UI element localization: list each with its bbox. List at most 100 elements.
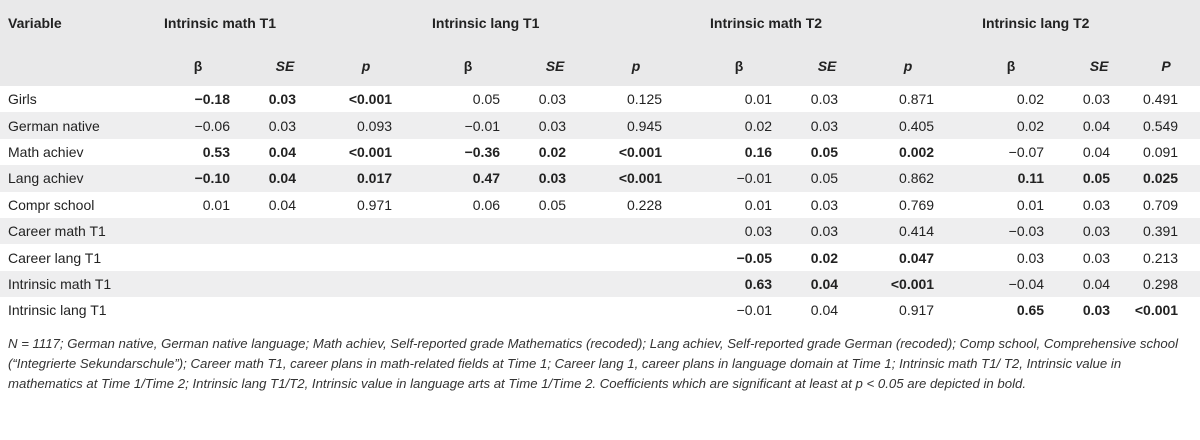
table-cell: 0.05: [810, 143, 839, 160]
table-cell: [414, 270, 523, 298]
subheader-empty: [0, 46, 144, 86]
table-cell: [318, 217, 415, 245]
table-row: Career math T1 0.03 0.03 0.414 −0.03 0.03 0.39…: [0, 217, 1200, 245]
table-cell: 0.04: [810, 302, 839, 319]
table-cell: 0.05: [1066, 165, 1133, 192]
row-label: Compr school: [8, 196, 95, 213]
table-cell: −0.05: [736, 249, 773, 266]
table-cell: [522, 217, 589, 245]
subheader-row: β SE p β SE p β SE p β SE P: [0, 46, 1200, 86]
table-cell: 0.03: [1082, 91, 1111, 108]
table-cell: 0.091: [1143, 143, 1179, 160]
table-cell: −0.07: [1008, 143, 1045, 160]
subheader-p: P: [1132, 46, 1200, 86]
table-cell: 0.01: [744, 196, 773, 213]
table-cell: [318, 244, 414, 270]
table-cell: 0.03: [810, 196, 839, 213]
table-cell: 0.05: [794, 165, 861, 192]
group-header-intrinsic-lang-t2: Intrinsic lang T2: [956, 0, 1200, 46]
table-cell: 0.03: [794, 112, 861, 139]
table-cell: −0.18: [194, 91, 230, 108]
table-cell: −0.36: [464, 143, 501, 160]
table-cell: 0.03: [522, 165, 589, 192]
subheader-p: p: [588, 46, 685, 86]
table-cell: 0.16: [744, 143, 773, 160]
table-row: Compr school 0.01 0.04 0.971 0.06 0.05 0.228 0.…: [0, 192, 1200, 218]
table-row: Girls −0.18 0.03 <0.001 0.05 0.03 0.125 0.01 0.0…: [0, 86, 1200, 112]
table-cell: −0.01: [684, 165, 795, 192]
table-footnote: N = 1117; German native, German native l…: [8, 335, 1179, 391]
table-cell: 0.04: [1066, 112, 1133, 139]
table-cell: 0.63: [684, 270, 795, 298]
table-cell: 0.125: [627, 91, 663, 108]
table-cell: 0.05: [472, 91, 501, 108]
table-cell: −0.04: [956, 270, 1067, 298]
group-header-row: Variable Intrinsic math T1 Intrinsic lan…: [0, 0, 1200, 46]
table-cell: [144, 217, 252, 245]
subheader-p: p: [860, 46, 957, 86]
table-row: Lang achiev −0.10 0.04 0.017 0.47 0.03 <0.001−…: [0, 165, 1200, 192]
table-cell: 0.002: [899, 143, 935, 160]
table-cell: 0.03: [684, 217, 795, 245]
row-label: German native: [0, 112, 144, 139]
table-cell: 0.01: [1016, 196, 1045, 213]
table-cell: [522, 297, 588, 323]
table-cell: 0.03: [1016, 249, 1045, 266]
table-cell: [252, 244, 318, 270]
table-cell: 0.862: [860, 165, 957, 192]
table-cell: 0.228: [627, 196, 663, 213]
table-row: Career lang T1 −0.05 0.02 0.047 0.03 0.03 0.21…: [0, 244, 1200, 270]
table-cell: 0.05: [538, 196, 567, 213]
table-cell: [522, 244, 588, 270]
table-row: Math achiev 0.53 0.04 <0.001 −0.36 0.02 <0.001…: [0, 139, 1200, 165]
row-label: Intrinsic lang T1: [8, 302, 107, 319]
table-cell: 0.03: [1082, 196, 1111, 213]
subheader-beta: β: [414, 46, 523, 86]
table-cell: 0.03: [1082, 302, 1111, 319]
row-label: Career lang T1: [8, 249, 102, 266]
table-cell: 0.47: [414, 165, 523, 192]
row-label: Career math T1: [0, 217, 144, 245]
table-cell: 0.04: [252, 165, 318, 192]
table-cell: −0.10: [144, 165, 252, 192]
table-cell: [588, 270, 685, 298]
table-cell: 0.025: [1132, 165, 1200, 192]
table-cell: [414, 244, 522, 270]
subheader-p: p: [318, 46, 415, 86]
group-header-intrinsic-math-t1: Intrinsic math T1: [144, 0, 415, 46]
table-cell: −0.03: [956, 217, 1067, 245]
table-cell: 0.405: [860, 112, 957, 139]
table-cell: 0.04: [1082, 143, 1111, 160]
table-cell: −0.01: [736, 302, 773, 319]
table-cell: <0.001: [348, 91, 393, 108]
table-cell: [318, 297, 414, 323]
table-cell: [252, 270, 318, 298]
table-cell: 0.298: [1132, 270, 1200, 298]
table-cell: 0.02: [810, 249, 839, 266]
row-label: Intrinsic math T1: [0, 270, 144, 298]
table-cell: 0.549: [1132, 112, 1200, 139]
table-body: Girls −0.18 0.03 <0.001 0.05 0.03 0.125 0.01 0.0…: [0, 86, 1200, 324]
table-row: Intrinsic math T1 0.63 0.04 <0.001 −0.04 0.04…: [0, 270, 1200, 298]
table-cell: 0.04: [794, 270, 861, 298]
table-cell: 0.02: [956, 112, 1067, 139]
table-cell: 0.391: [1132, 217, 1200, 245]
subheader-beta: β: [956, 46, 1067, 86]
table-cell: 0.04: [268, 143, 296, 160]
group-header-intrinsic-lang-t1: Intrinsic lang T1: [414, 0, 685, 46]
subheader-se: SE: [1066, 46, 1133, 86]
table-cell: [252, 297, 318, 323]
subheader-se: SE: [794, 46, 861, 86]
table-cell: 0.03: [268, 91, 296, 108]
table-cell: 0.03: [538, 91, 567, 108]
table-cell: 0.02: [538, 143, 567, 160]
table-cell: 0.047: [899, 249, 935, 266]
regression-table: Variable Intrinsic math T1 Intrinsic lan…: [0, 0, 1200, 324]
row-label: Lang achiev: [0, 165, 144, 192]
row-label: Math achiev: [8, 143, 84, 160]
table-cell: [144, 270, 252, 298]
variable-header: Variable: [0, 0, 144, 46]
table-cell: 0.769: [899, 196, 935, 213]
row-label: Girls: [8, 91, 37, 108]
table-cell: [252, 217, 318, 245]
